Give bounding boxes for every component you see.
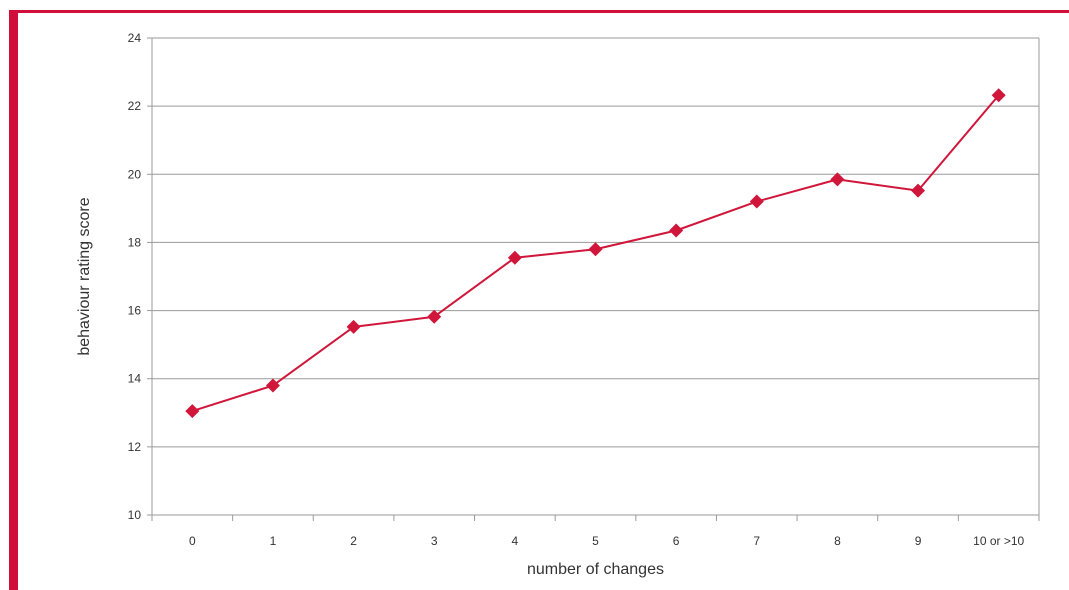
y-tick-label: 20 xyxy=(128,167,142,181)
data-point-marker xyxy=(185,404,199,418)
axes xyxy=(147,38,1039,521)
y-tick-label: 16 xyxy=(128,304,142,318)
x-tick-label: 1 xyxy=(270,534,277,548)
data-point-marker xyxy=(266,379,280,393)
y-tick-label: 24 xyxy=(128,31,142,45)
y-tick-label: 18 xyxy=(128,235,142,249)
x-tick-label: 2 xyxy=(350,534,357,548)
y-tick-label: 22 xyxy=(128,99,142,113)
x-tick-label: 3 xyxy=(431,534,438,548)
x-tick-label: 10 or >10 xyxy=(973,534,1024,548)
y-tick-label: 12 xyxy=(128,440,142,454)
x-tick-label: 0 xyxy=(189,534,196,548)
data-point-marker xyxy=(347,320,361,334)
x-tick-label: 5 xyxy=(592,534,599,548)
data-point-marker xyxy=(750,195,764,209)
x-tick-label: 6 xyxy=(673,534,680,548)
x-tick-label: 8 xyxy=(834,534,841,548)
y-tick-labels: 10 12 14 16 18 20 22 24 xyxy=(128,31,142,522)
x-tick-label: 9 xyxy=(915,534,922,548)
x-axis-title: number of changes xyxy=(527,561,664,578)
x-tick-labels: 0 1 2 3 4 5 6 7 8 9 10 or >10 xyxy=(189,534,1025,548)
y-axis-title: behaviour rating score xyxy=(76,197,93,355)
data-point-marker xyxy=(508,251,522,265)
y-tick-label: 14 xyxy=(128,372,142,386)
x-tick-label: 4 xyxy=(512,534,519,548)
y-tick-label: 10 xyxy=(128,508,142,522)
x-tick-label: 7 xyxy=(753,534,760,548)
series xyxy=(185,88,1005,418)
data-point-marker xyxy=(589,242,603,256)
data-point-marker xyxy=(669,224,683,238)
data-point-marker xyxy=(427,310,441,324)
